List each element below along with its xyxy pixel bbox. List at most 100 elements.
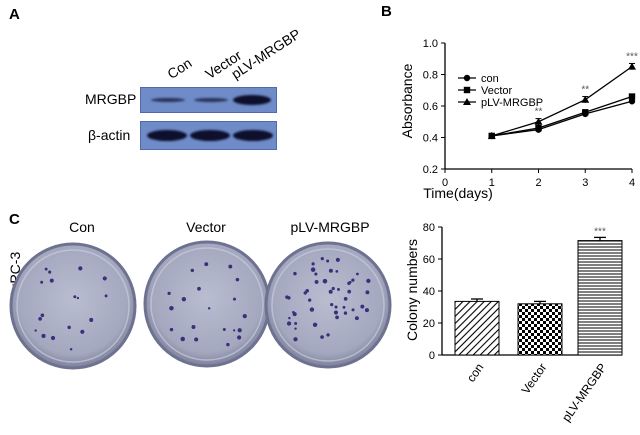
line-significance-label: ** — [535, 107, 543, 118]
colony-dot — [330, 303, 334, 307]
colony-dot — [309, 307, 315, 312]
line-series-0 — [491, 100, 633, 137]
colony-dot — [294, 327, 297, 330]
band-actin-con — [147, 130, 187, 141]
colony-dot — [293, 271, 297, 276]
legend-marker-2 — [463, 98, 471, 105]
colony-dot — [237, 335, 242, 340]
line-chart-ytick-label: 0.8 — [423, 70, 438, 82]
colony-dot — [292, 312, 297, 317]
legend-label-2: pLV-MRGBP — [481, 97, 543, 109]
colony-dot — [102, 276, 107, 281]
colony-dot — [333, 310, 339, 315]
bar-category-label: pLV-MRGBP — [559, 361, 609, 425]
line-chart-xtick-label: 3 — [582, 177, 588, 189]
colony-dot — [235, 277, 240, 282]
line-point-1 — [582, 109, 589, 116]
colony-dot — [181, 297, 187, 302]
blot-row-label-mrgbp: MRGBP — [85, 91, 137, 107]
colony-dot — [360, 304, 365, 309]
colony-dot — [242, 313, 247, 319]
colony-dot — [204, 262, 209, 267]
blot-strip-mrgbp — [140, 87, 277, 113]
colony-dot — [207, 307, 211, 310]
colony-dot — [237, 328, 242, 333]
colony-dot — [78, 266, 83, 271]
blot-row-label-beta-actin: β-actin — [88, 127, 131, 143]
colony-dot — [312, 322, 318, 328]
bar-plv-mrgbp — [577, 240, 623, 356]
colony-dot — [331, 286, 335, 291]
colony-dot — [232, 329, 236, 332]
colony-dot — [314, 279, 319, 284]
colony-dot — [228, 264, 233, 269]
colony-dot — [76, 296, 80, 300]
colony-dot — [311, 262, 315, 266]
colony-dot — [191, 325, 196, 330]
colony-dot — [335, 315, 339, 320]
panel-letter-b: B — [381, 3, 392, 20]
line-chart-ytick-label: 0.6 — [423, 101, 438, 113]
colony-dot — [286, 321, 292, 326]
bar-con — [454, 300, 500, 356]
bar-chart-ytick-label: 60 — [423, 254, 435, 266]
line-chart-ytick-label: 0.4 — [423, 133, 438, 145]
line-significance-label: ** — [581, 85, 589, 96]
colony-dot — [351, 278, 355, 282]
colony-dot — [73, 295, 77, 299]
line-chart-xtick-label: 4 — [629, 177, 635, 189]
line-chart-ytick-label: 1.0 — [423, 38, 438, 50]
colony-dot — [328, 289, 333, 294]
colony-dot — [44, 267, 48, 271]
line-chart-ytick-label: 0.2 — [423, 164, 438, 176]
colony-dot — [314, 272, 318, 276]
colony-dot — [67, 325, 71, 330]
colony-dot — [308, 298, 312, 302]
colony-dot — [328, 268, 333, 273]
bar-chart-ytick-label: 0 — [429, 350, 435, 362]
colony-dot — [232, 297, 237, 301]
bar-chart-ytick-label: 20 — [423, 318, 435, 330]
legend-label-0: con — [481, 73, 499, 85]
colony-dot — [285, 295, 289, 299]
line-point-2 — [628, 62, 636, 70]
line-point-2 — [581, 95, 590, 103]
line-point-1 — [628, 93, 636, 100]
colony-dot — [305, 288, 309, 293]
dish-title-con: Con — [69, 219, 95, 235]
colony-dot — [34, 329, 37, 332]
colony-dot — [322, 278, 328, 284]
colony-dot — [334, 305, 338, 309]
colony-dot — [41, 333, 46, 339]
legend-marker-0 — [463, 74, 471, 82]
colony-dot — [294, 321, 298, 325]
panel-letter-a: A — [9, 6, 20, 23]
line-series-1 — [491, 95, 633, 137]
colony-dot — [169, 327, 174, 332]
colony-dot — [351, 308, 355, 312]
colony-dot — [49, 278, 54, 283]
band-mrgbp-vector — [194, 98, 228, 102]
panel-letter-c: C — [9, 211, 20, 228]
colony-dot — [222, 327, 226, 331]
colony-dot — [69, 347, 73, 351]
colony-dot — [320, 335, 324, 339]
colony-dot — [40, 280, 44, 284]
line-significance-label: *** — [626, 51, 638, 62]
colony-dot — [326, 333, 330, 337]
colony-dot — [197, 286, 201, 291]
line-chart-ylabel: Absorbance — [399, 63, 415, 138]
dish-title-vector: Vector — [186, 219, 226, 235]
colony-dot — [89, 317, 94, 322]
colony-dot — [293, 337, 298, 342]
band-mrgbp-plv-mrgbp — [233, 95, 271, 105]
colony-dot — [326, 259, 330, 263]
colony-dot — [335, 257, 340, 262]
colony-dot — [167, 291, 171, 295]
bar-chart-ytick-label: 80 — [423, 222, 435, 234]
bar-category-label: con — [464, 361, 487, 385]
colony-dot — [310, 267, 316, 272]
